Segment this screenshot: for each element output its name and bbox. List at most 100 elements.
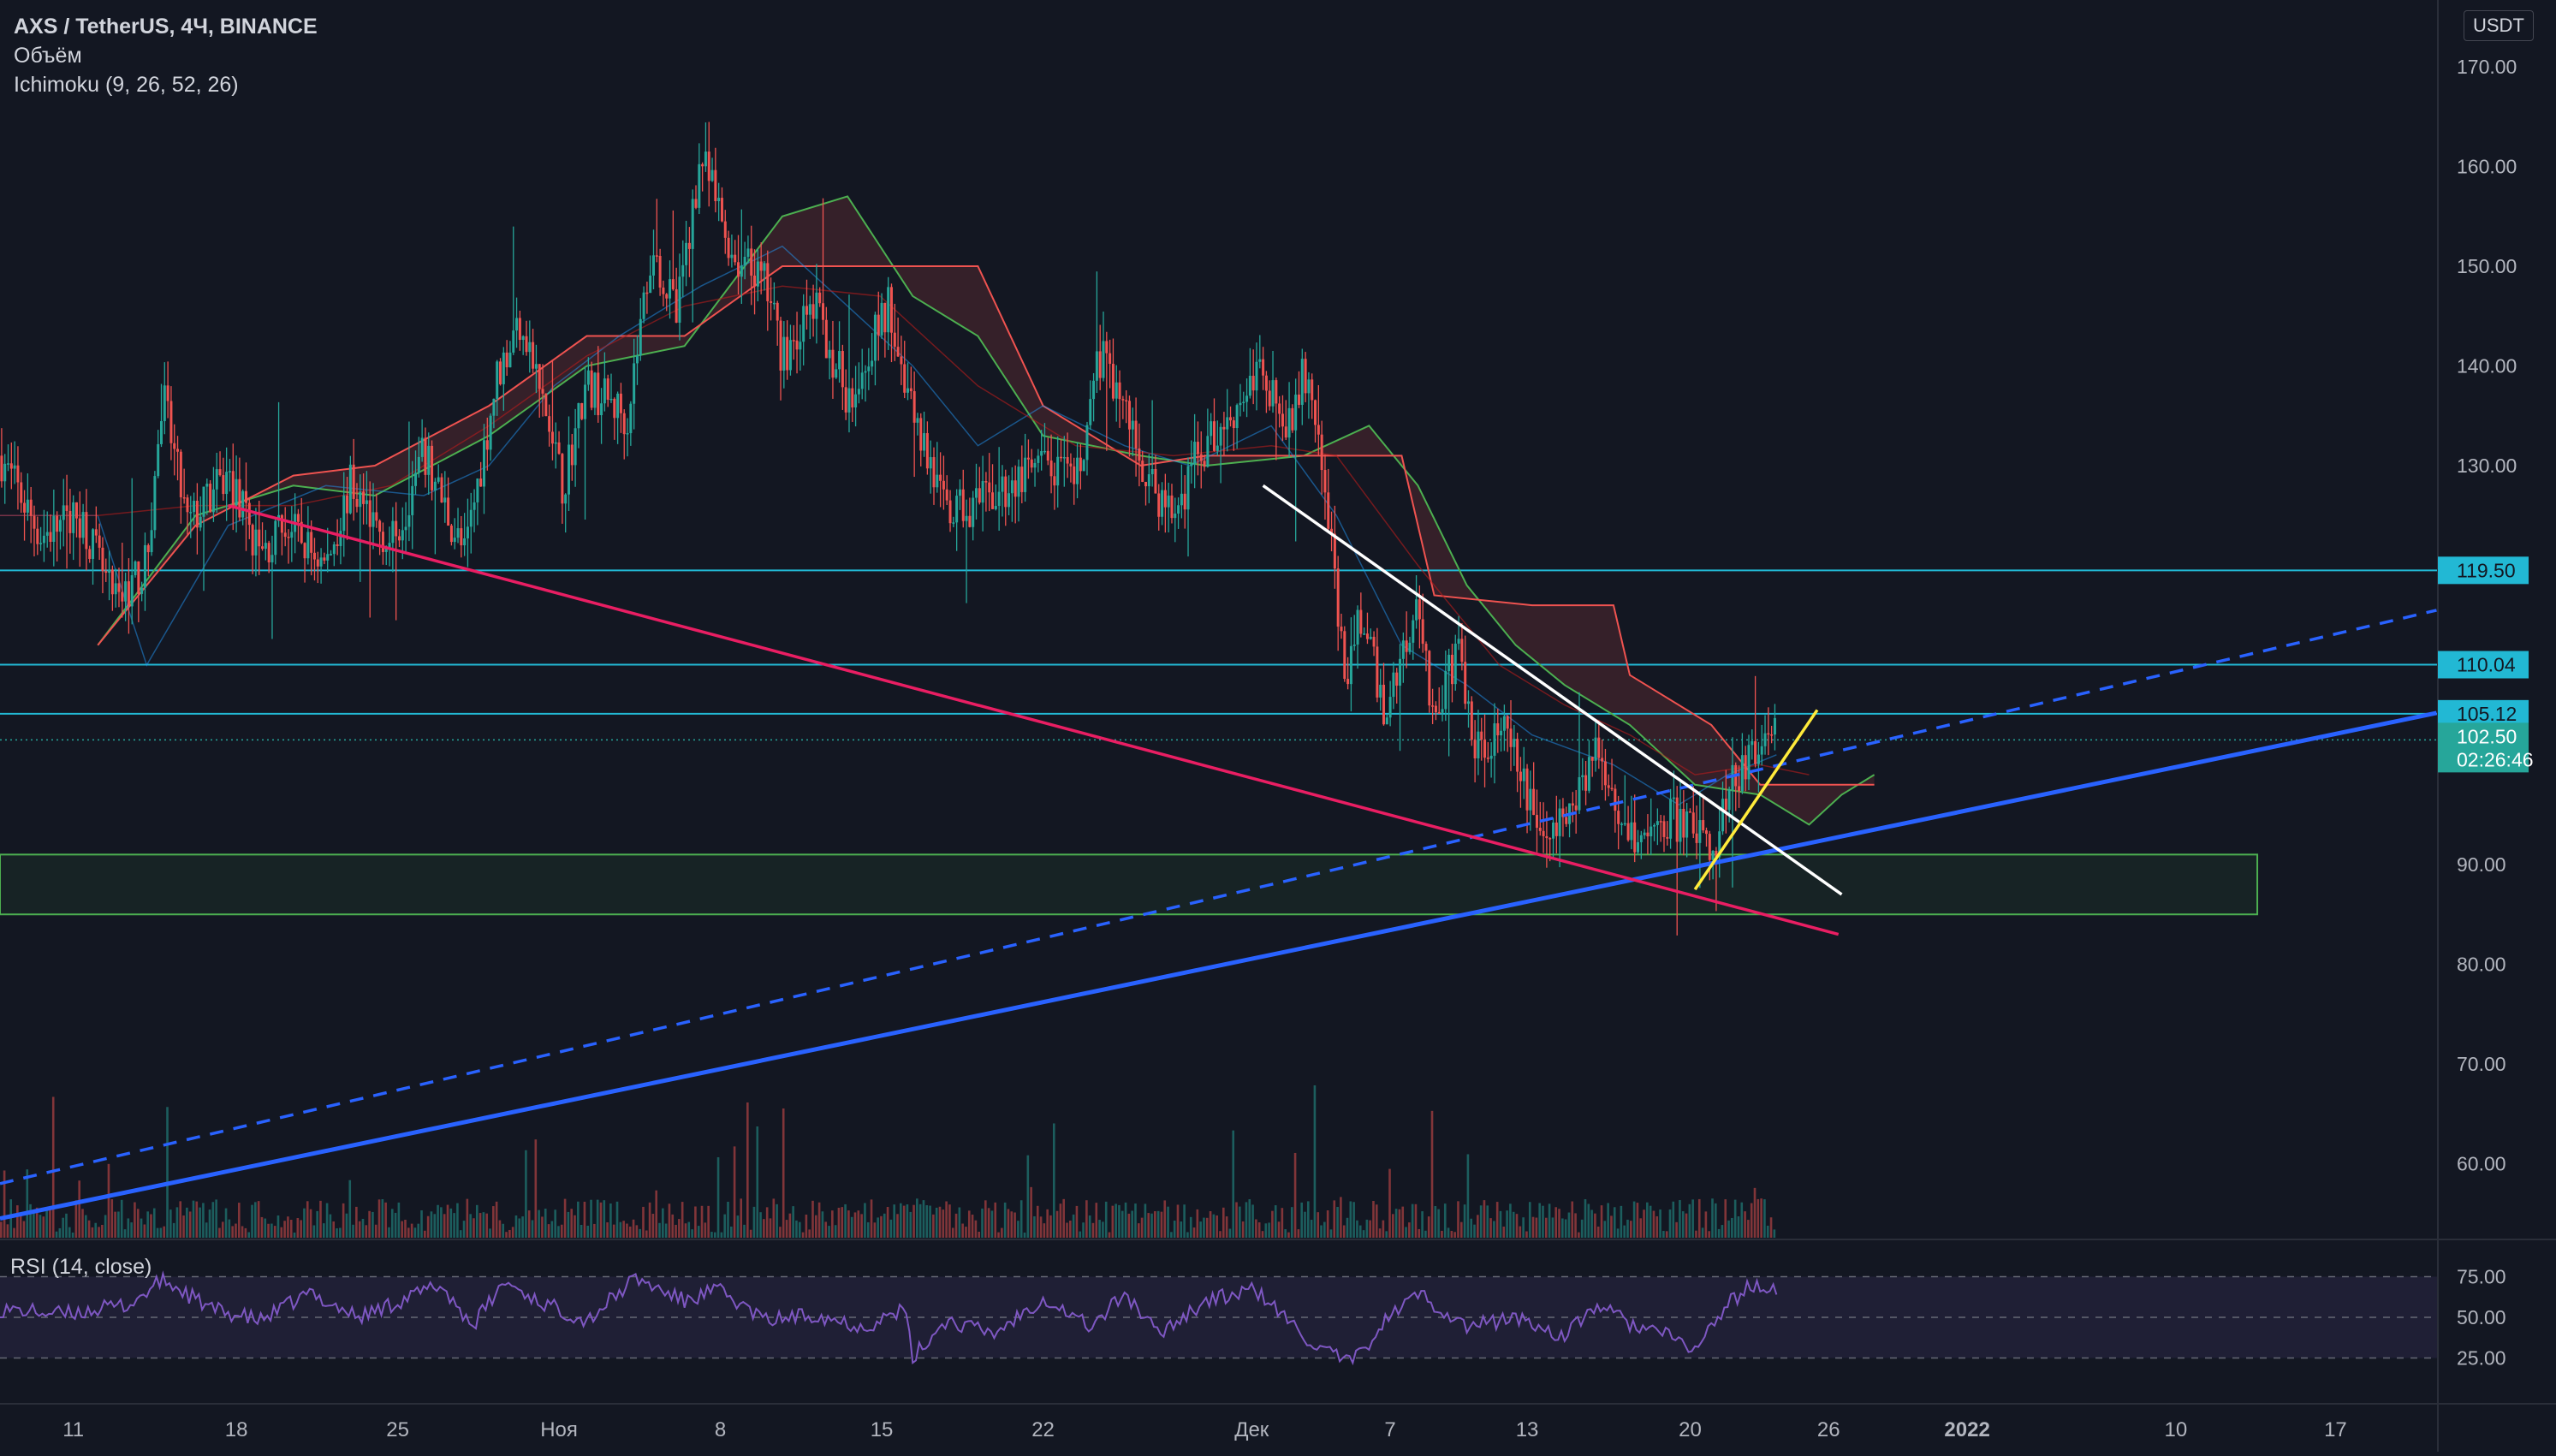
volume-bar xyxy=(1342,1225,1346,1238)
volume-bar xyxy=(169,1209,172,1238)
candle-body xyxy=(407,514,411,527)
candle-body xyxy=(56,515,59,532)
volume-bar xyxy=(1727,1220,1730,1238)
candle-body xyxy=(919,418,923,451)
volume-bar xyxy=(257,1201,260,1238)
volume-bar xyxy=(303,1208,306,1238)
volume-bar xyxy=(437,1204,439,1238)
candle-body xyxy=(1180,493,1183,506)
price-tick-label: 160.00 xyxy=(2457,156,2517,178)
volume-bar xyxy=(1346,1217,1349,1238)
candle-body xyxy=(1056,456,1060,486)
candle-body xyxy=(671,279,675,289)
volume-legend[interactable]: Объём xyxy=(14,44,82,68)
volume-bar xyxy=(384,1202,387,1238)
candle-body xyxy=(1545,835,1548,839)
volume-bar xyxy=(1111,1205,1115,1238)
volume-bar xyxy=(1356,1220,1358,1238)
candle-body xyxy=(1352,645,1356,646)
volume-bar xyxy=(599,1202,603,1238)
candle-body xyxy=(593,372,597,408)
volume-bar xyxy=(1434,1206,1437,1238)
volume-bar xyxy=(544,1208,547,1238)
volume-bar xyxy=(1268,1222,1270,1238)
volume-bar xyxy=(531,1220,534,1238)
volume-bar xyxy=(1225,1216,1228,1238)
candle-body xyxy=(616,393,620,419)
volume-bar xyxy=(736,1215,740,1238)
volume-bar xyxy=(397,1202,401,1238)
candle-body xyxy=(1300,359,1304,405)
volume-bar xyxy=(1414,1203,1418,1238)
candle-body xyxy=(1248,376,1251,396)
candle-body xyxy=(1349,645,1352,685)
volume-bar xyxy=(388,1227,390,1238)
volume-bar xyxy=(16,1205,19,1238)
volume-bar xyxy=(1695,1230,1697,1238)
candle-body xyxy=(1542,830,1545,836)
volume-bar xyxy=(1679,1200,1681,1238)
volume-bar xyxy=(942,1209,945,1238)
volume-bar xyxy=(997,1232,1000,1238)
volume-bar xyxy=(475,1204,479,1238)
volume-bar xyxy=(1744,1211,1746,1238)
volume-bar xyxy=(938,1206,942,1238)
candle-body xyxy=(1587,757,1590,791)
candle-body xyxy=(1428,651,1431,706)
volume-bar xyxy=(1571,1201,1574,1238)
volume-bar xyxy=(325,1203,329,1238)
ichimoku-legend[interactable]: Ichimoku (9, 26, 52, 26) xyxy=(14,73,239,97)
volume-bar xyxy=(6,1224,9,1238)
symbol-title[interactable]: AXS / TetherUS, 4Ч, BINANCE xyxy=(14,15,318,39)
volume-bar xyxy=(377,1199,381,1238)
candle-body xyxy=(94,529,98,536)
volume-bar xyxy=(697,1226,700,1238)
volume-bar xyxy=(1580,1219,1584,1238)
volume-bar xyxy=(202,1203,205,1238)
volume-bar xyxy=(1199,1221,1202,1238)
candle-body xyxy=(372,512,375,527)
candle-body xyxy=(948,500,952,524)
candle-body xyxy=(1235,405,1239,429)
yellow-trendline xyxy=(1693,709,1819,891)
candle-body xyxy=(1747,745,1751,780)
rsi-legend[interactable]: RSI (14, close) xyxy=(10,1255,152,1279)
volume-bar xyxy=(713,1232,716,1238)
candle-body xyxy=(1513,739,1516,747)
candle-body xyxy=(1744,755,1747,780)
candle-body xyxy=(889,287,893,333)
time-tick-label: 7 xyxy=(1384,1418,1395,1441)
candle-body xyxy=(1167,495,1170,508)
candle-body xyxy=(323,557,326,561)
volume-bar xyxy=(1398,1209,1401,1238)
candle-body xyxy=(978,488,981,503)
volume-bar xyxy=(1668,1209,1672,1238)
volume-bar xyxy=(1369,1220,1371,1238)
volume-bar xyxy=(1030,1186,1032,1238)
volume-bar xyxy=(199,1207,201,1238)
volume-bar xyxy=(906,1204,909,1238)
volume-bar xyxy=(1522,1217,1525,1238)
volume-bar xyxy=(1466,1154,1470,1238)
volume-bar xyxy=(244,1227,247,1238)
candle-body xyxy=(1369,636,1372,639)
volume-bar xyxy=(612,1224,615,1238)
volume-bar xyxy=(1222,1207,1225,1238)
candle-body xyxy=(1170,495,1174,519)
candle-body xyxy=(130,574,134,607)
candle-body xyxy=(1095,351,1098,381)
candle-body xyxy=(1401,640,1405,659)
volume-bar xyxy=(192,1200,195,1238)
volume-bar xyxy=(381,1199,384,1238)
price-tick-label: 130.00 xyxy=(2457,455,2517,477)
volume-bar xyxy=(342,1203,345,1238)
volume-bar xyxy=(1715,1203,1717,1238)
volume-bar xyxy=(74,1200,78,1238)
volume-bar xyxy=(489,1228,491,1238)
candle-body xyxy=(1082,460,1085,472)
volume-bar xyxy=(424,1230,426,1238)
currency-badge[interactable]: USDT xyxy=(2464,10,2534,41)
candle-body xyxy=(1715,851,1718,858)
